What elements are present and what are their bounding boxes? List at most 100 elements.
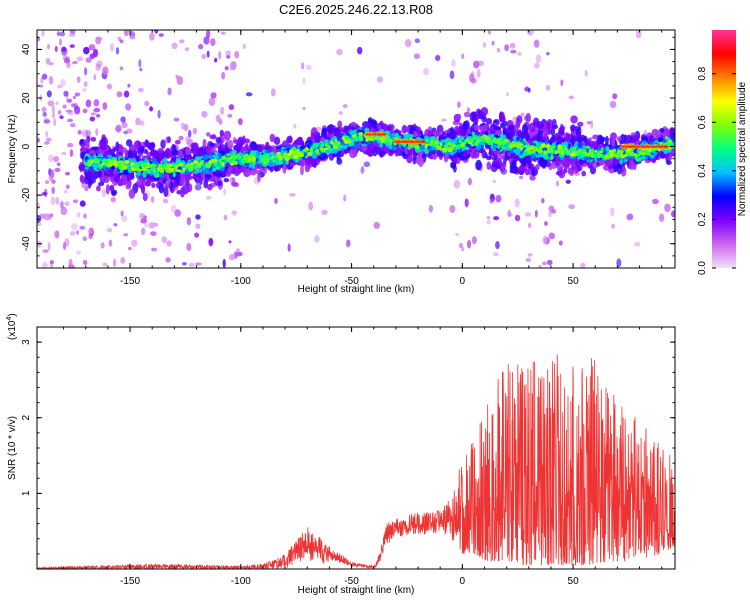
spectrogram-cell xyxy=(85,57,92,63)
spectrogram-cell xyxy=(173,174,181,184)
spectrogram-cell xyxy=(86,170,94,180)
spectrogram-cell xyxy=(131,239,138,247)
spectrogram-cell xyxy=(68,33,76,37)
spectrogram-cell xyxy=(495,241,500,250)
spectrogram-cell xyxy=(449,126,455,136)
spectrogram-cell xyxy=(212,155,219,160)
spectrogram-cell xyxy=(544,221,548,226)
spectrogram-cell xyxy=(52,156,60,163)
spectrogram-cell xyxy=(135,117,141,126)
spectrogram-cell xyxy=(79,147,88,153)
spectrogram-cell xyxy=(150,149,158,157)
spectrogram-cell xyxy=(140,218,147,224)
spectrogram-cell xyxy=(632,134,639,142)
spectrogram-cell xyxy=(460,130,467,137)
spectrogram-cell xyxy=(125,184,132,190)
spectrogram-cell xyxy=(569,156,576,160)
spectrogram-cell xyxy=(490,163,498,173)
spectrogram-cell xyxy=(556,165,562,171)
spectrogram-cell xyxy=(527,253,533,257)
spectrogram-cell xyxy=(507,209,512,218)
spectrogram-cell xyxy=(59,31,66,37)
spectrogram-cell xyxy=(205,195,212,200)
spectrogram-cell xyxy=(505,131,513,140)
spectrogram-cell xyxy=(606,152,611,156)
spectrogram-cell xyxy=(37,137,40,143)
spectrogram-cell xyxy=(530,153,536,159)
spectrogram-cell xyxy=(161,236,167,244)
spectrogram-cell xyxy=(187,129,192,138)
spectrogram-cell xyxy=(84,138,90,147)
spectrogram-cell xyxy=(306,64,312,71)
spectrogram-cell xyxy=(524,168,530,176)
spectrogram-cell xyxy=(95,36,102,45)
spectrogram-cell xyxy=(502,134,507,140)
spectrogram-cell xyxy=(195,155,200,161)
spectrogram-cell xyxy=(109,184,115,192)
spectrogram-cell xyxy=(278,155,283,161)
spectrogram-cell xyxy=(158,33,164,37)
spectrogram-cell xyxy=(492,179,497,184)
spectrogram-cell xyxy=(551,209,557,214)
spectrogram-cell xyxy=(515,120,521,125)
spectrogram-cell xyxy=(336,48,343,56)
spectrogram-cell xyxy=(449,205,456,213)
spectrogram-cell xyxy=(336,134,341,141)
spectrogram-cell xyxy=(293,123,297,129)
spectrogram-cell xyxy=(185,146,191,156)
spectrogram-cell xyxy=(83,81,88,88)
spectrogram-cell xyxy=(430,136,436,141)
spectrogram-cell xyxy=(47,43,50,50)
spectrogram-cell xyxy=(138,212,146,219)
spectrogram-cell xyxy=(357,46,363,55)
spectrogram-cell xyxy=(463,111,471,118)
spectrogram-cell xyxy=(509,42,516,49)
spectrogram-cell xyxy=(371,118,376,129)
spectrogram-cell xyxy=(534,209,538,218)
spectrogram-cell xyxy=(609,100,617,109)
spectrogram-cell xyxy=(90,136,97,142)
spectrogram-cell xyxy=(416,126,422,134)
spectrogram-cell xyxy=(424,138,430,143)
spectrogram-cell xyxy=(473,124,480,130)
spectrogram-cell xyxy=(43,119,51,124)
spectrogram-cell xyxy=(47,242,51,251)
spectrogram-cell xyxy=(88,167,94,172)
spectrogram-cell xyxy=(596,157,600,162)
spectrogram-cell xyxy=(123,90,130,98)
spectrogram-cell xyxy=(43,213,51,221)
spectrogram-cell xyxy=(548,209,552,218)
spectrogram-cell xyxy=(231,181,238,187)
spectrogram-cell xyxy=(496,48,501,53)
spectrogram-cell xyxy=(637,153,641,157)
spectrogram-cell xyxy=(544,139,549,146)
spectrogram-cell xyxy=(76,212,81,218)
spectrogram-cell xyxy=(493,216,500,221)
spectrogram-cell xyxy=(611,223,615,229)
spectrogram-cell xyxy=(619,150,624,154)
spectrogram-cell xyxy=(223,178,230,183)
spectrogram-cell xyxy=(57,109,62,115)
spectrogram-cell xyxy=(327,124,335,135)
spectrogram-cell xyxy=(467,177,473,186)
spectrogram-cell xyxy=(401,124,408,134)
spectrogram-cell xyxy=(407,149,411,155)
spectrogram-cell xyxy=(464,198,469,208)
spectrogram-cell xyxy=(64,189,68,194)
spectrogram-cell xyxy=(142,171,147,179)
spectrogram-cell xyxy=(61,46,67,52)
spectrogram-cell xyxy=(58,38,63,46)
spectrogram-cell xyxy=(61,151,67,156)
spectrogram-cell xyxy=(125,128,133,134)
spectrogram-cell xyxy=(379,142,384,148)
spectrogram-cell xyxy=(84,166,90,170)
spectrogram-cell xyxy=(151,182,156,189)
spectrogram-cell xyxy=(349,148,357,159)
spectrogram-cell xyxy=(597,134,604,146)
spectrogram-cell xyxy=(108,239,113,247)
spectrogram-cell xyxy=(533,39,540,48)
spectrogram-cell xyxy=(338,111,343,115)
spectrogram-cell xyxy=(550,161,557,170)
spectrogram-cell xyxy=(217,180,223,187)
spectrogram-cell xyxy=(345,239,351,248)
